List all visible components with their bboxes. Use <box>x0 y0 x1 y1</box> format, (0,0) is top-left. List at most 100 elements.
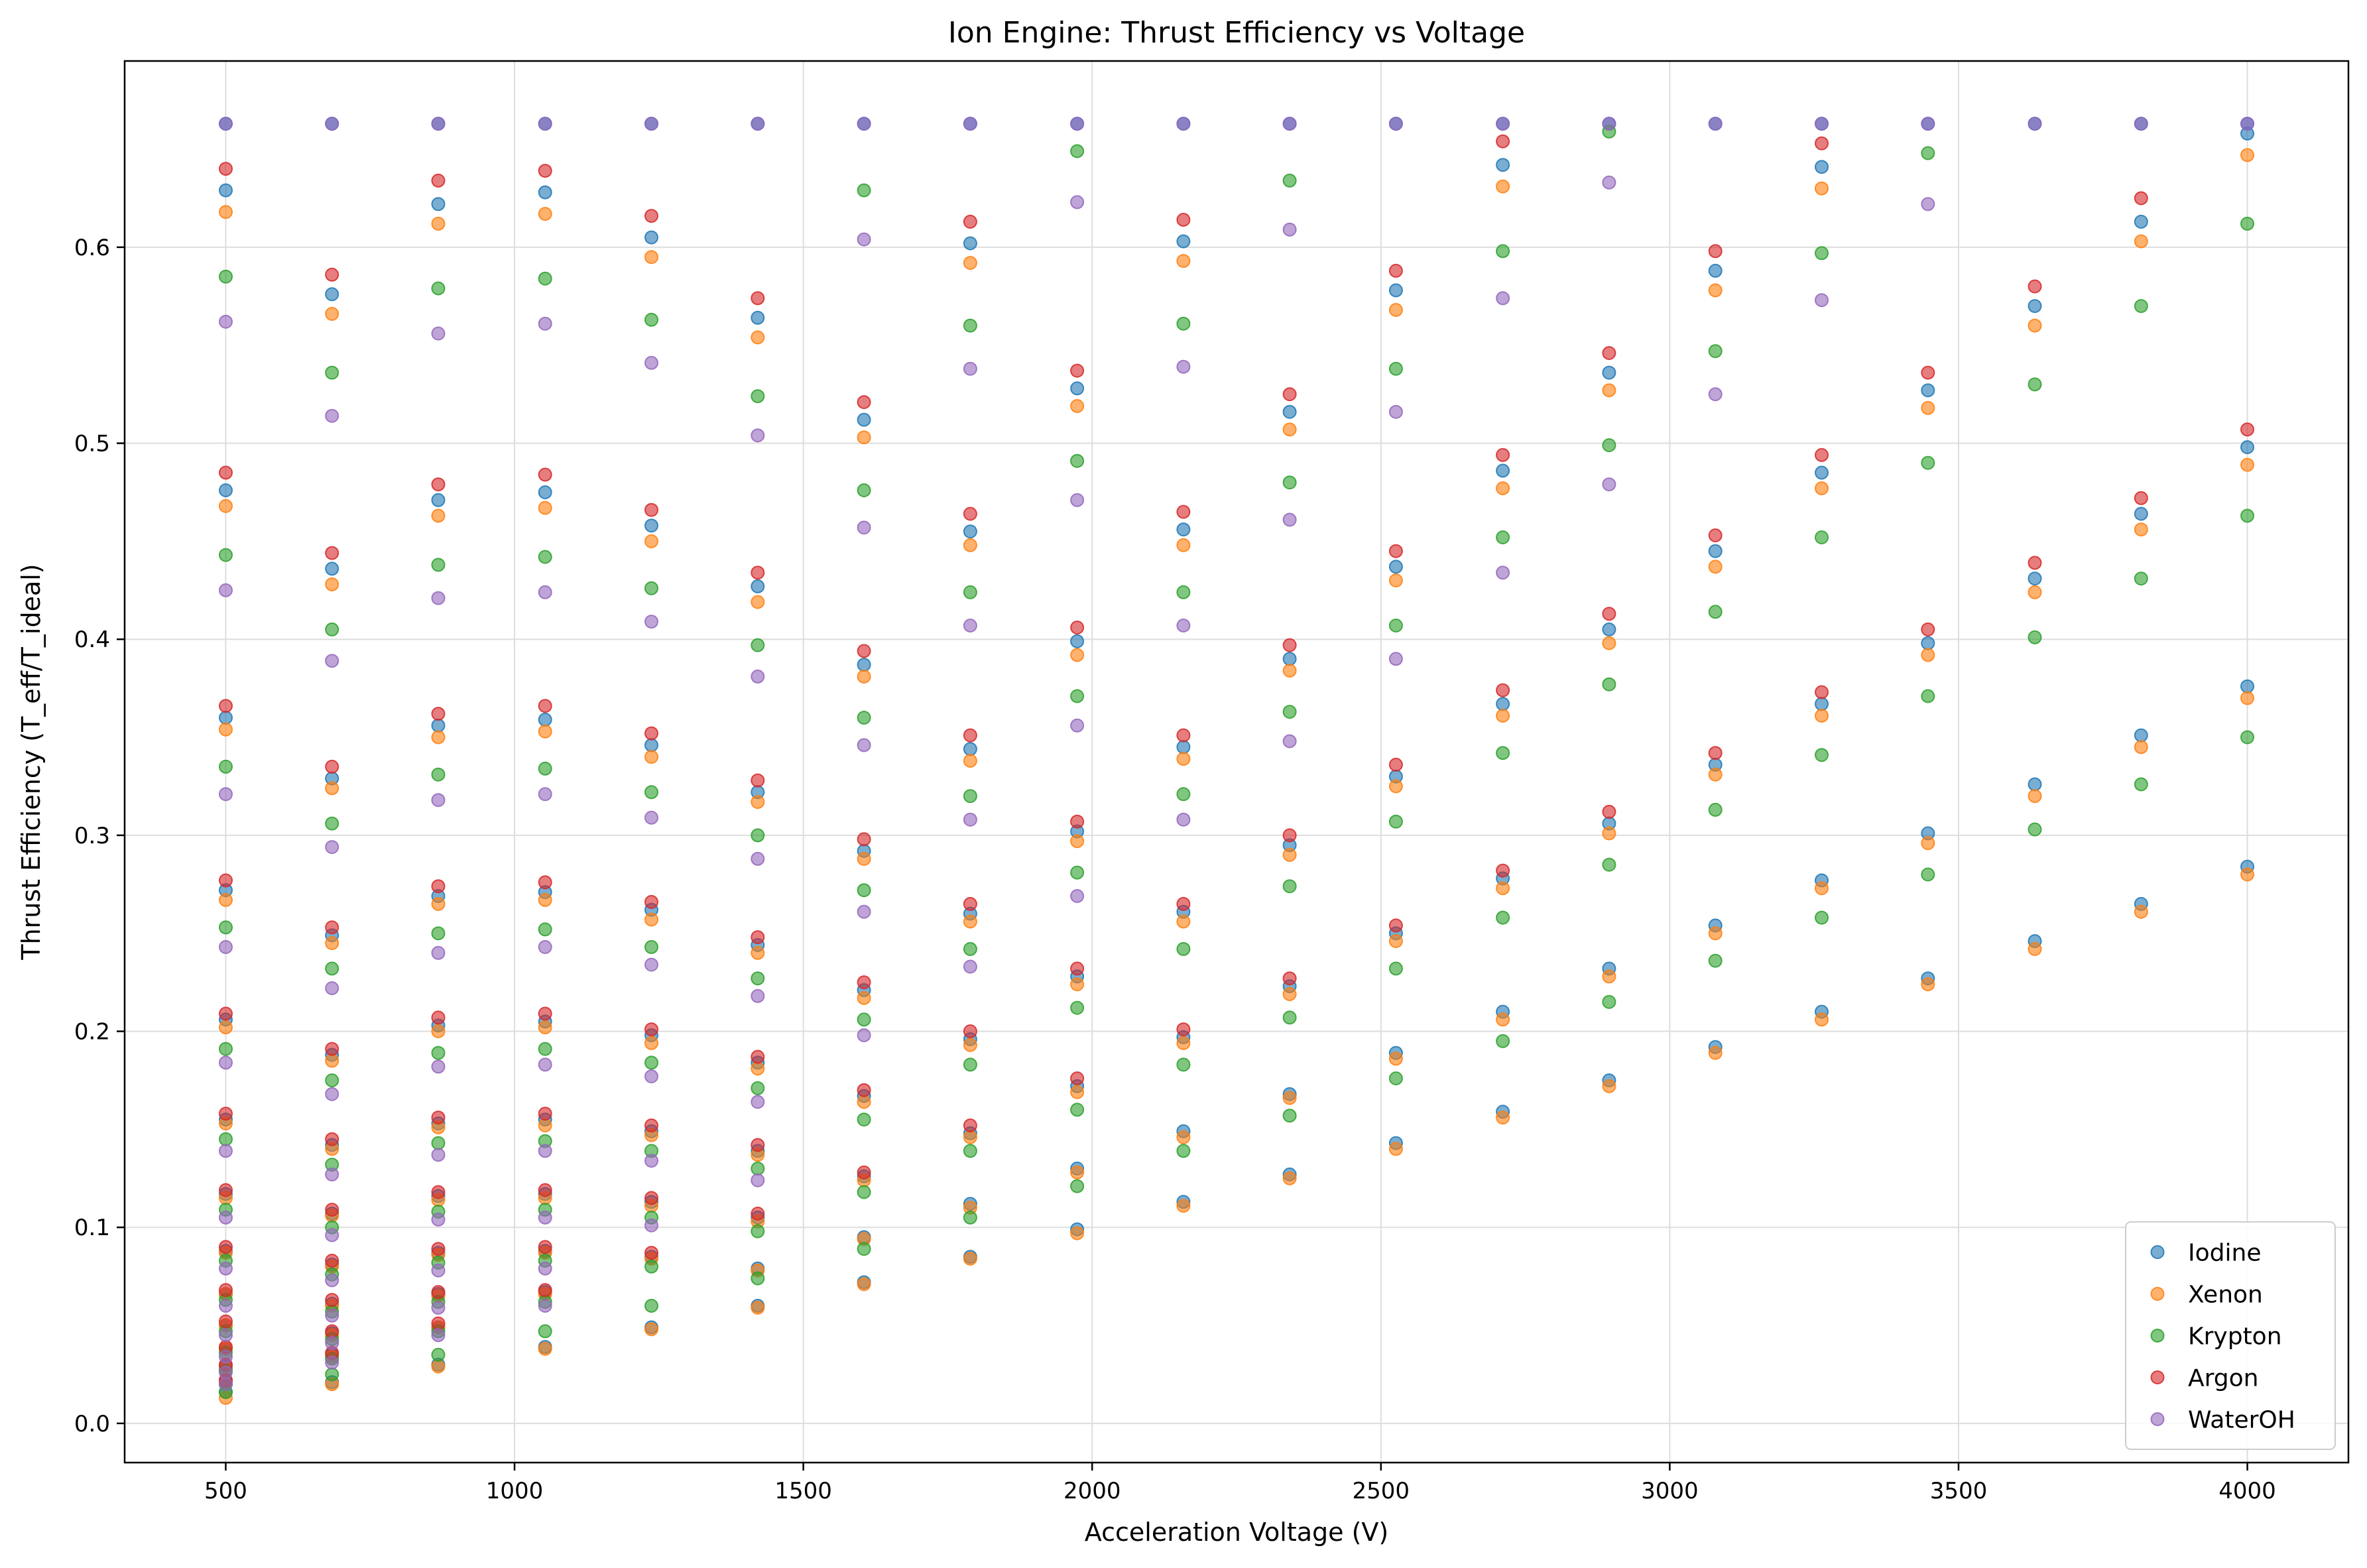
data-point <box>1282 475 1297 490</box>
data-point <box>325 1367 339 1382</box>
data-point <box>538 699 552 713</box>
data-point <box>1496 1111 1510 1125</box>
data-point <box>325 1355 339 1370</box>
data-point <box>1708 387 1723 402</box>
data-point <box>538 1261 552 1276</box>
data-point <box>1708 344 1723 359</box>
data-point <box>963 619 977 633</box>
data-point <box>751 971 765 986</box>
data-point <box>2240 216 2254 231</box>
legend-label: Xenon <box>2188 1282 2263 1309</box>
data-point <box>2240 867 2254 882</box>
data-point <box>644 1218 658 1233</box>
data-point <box>1282 971 1297 986</box>
data-point <box>325 781 339 796</box>
data-point <box>538 875 552 890</box>
data-point <box>2134 491 2148 505</box>
data-point <box>1388 1071 1403 1085</box>
data-point <box>1602 365 1616 380</box>
data-point <box>431 1010 446 1025</box>
data-point <box>538 1020 552 1035</box>
data-point <box>325 981 339 995</box>
data-point <box>1921 400 1935 415</box>
data-point <box>1815 910 1829 925</box>
data-point <box>431 1285 446 1299</box>
data-point <box>857 658 871 672</box>
data-point <box>857 851 871 866</box>
chart-title: Ion Engine: Thrust Efficiency vs Voltage <box>948 16 1525 50</box>
data-point <box>431 1263 446 1278</box>
data-point <box>431 945 446 960</box>
data-point <box>1921 867 1935 882</box>
data-point <box>1070 1103 1085 1117</box>
data-point <box>219 117 233 131</box>
data-point <box>219 1020 233 1035</box>
data-point <box>644 785 658 800</box>
data-point <box>1496 910 1510 925</box>
data-point <box>751 828 765 843</box>
data-point <box>1921 365 1935 380</box>
data-point <box>963 361 977 376</box>
data-point <box>963 214 977 229</box>
data-point <box>325 1203 339 1217</box>
data-point <box>1815 1012 1829 1027</box>
data-point <box>644 810 658 825</box>
data-point <box>963 1210 977 1225</box>
x-tick-label: 1500 <box>774 1478 832 1504</box>
data-point <box>857 117 871 131</box>
data-point <box>857 738 871 753</box>
data-point <box>219 939 233 954</box>
data-point <box>1176 522 1191 537</box>
data-point <box>1176 1057 1191 1072</box>
legend-label: Argon <box>2188 1365 2259 1392</box>
series-argon <box>219 134 2254 1388</box>
data-point <box>1388 814 1403 829</box>
data-point <box>751 117 765 131</box>
data-point <box>325 654 339 668</box>
data-point <box>857 1165 871 1179</box>
data-point <box>1602 969 1616 984</box>
data-point <box>644 912 658 927</box>
data-point <box>857 669 871 684</box>
data-point <box>1282 652 1297 666</box>
data-point <box>1070 621 1085 634</box>
data-point <box>538 1042 552 1056</box>
data-point <box>431 718 446 733</box>
data-point <box>1388 934 1403 948</box>
data-point <box>1070 144 1085 158</box>
data-point <box>1921 648 1935 662</box>
data-point <box>1708 244 1723 259</box>
y-tick-label: 0.2 <box>74 1019 110 1046</box>
data-point <box>1388 117 1403 131</box>
data-point <box>644 750 658 764</box>
data-point <box>2028 941 2042 956</box>
data-point <box>1070 493 1085 507</box>
data-point <box>1070 718 1085 733</box>
data-point <box>1070 961 1085 976</box>
data-point <box>963 896 977 911</box>
data-point <box>644 939 658 954</box>
data-point <box>431 879 446 894</box>
data-point <box>1282 1010 1297 1025</box>
data-point <box>963 318 977 333</box>
data-point <box>751 566 765 580</box>
data-point <box>1602 826 1616 841</box>
legend-label: WaterOH <box>2188 1407 2295 1434</box>
data-point <box>538 207 552 221</box>
data-point <box>538 485 552 499</box>
data-point <box>751 945 765 960</box>
data-point <box>431 793 446 808</box>
data-point <box>219 722 233 737</box>
data-point <box>538 117 552 131</box>
data-point <box>1070 814 1085 829</box>
data-point <box>219 1183 233 1197</box>
data-point <box>1496 746 1510 760</box>
data-point <box>219 711 233 725</box>
data-point <box>1708 117 1723 131</box>
data-point <box>1282 734 1297 749</box>
data-point <box>1282 1109 1297 1123</box>
data-point <box>431 1024 446 1038</box>
data-point <box>1708 953 1723 968</box>
data-point <box>538 1324 552 1339</box>
data-point <box>1388 1052 1403 1066</box>
